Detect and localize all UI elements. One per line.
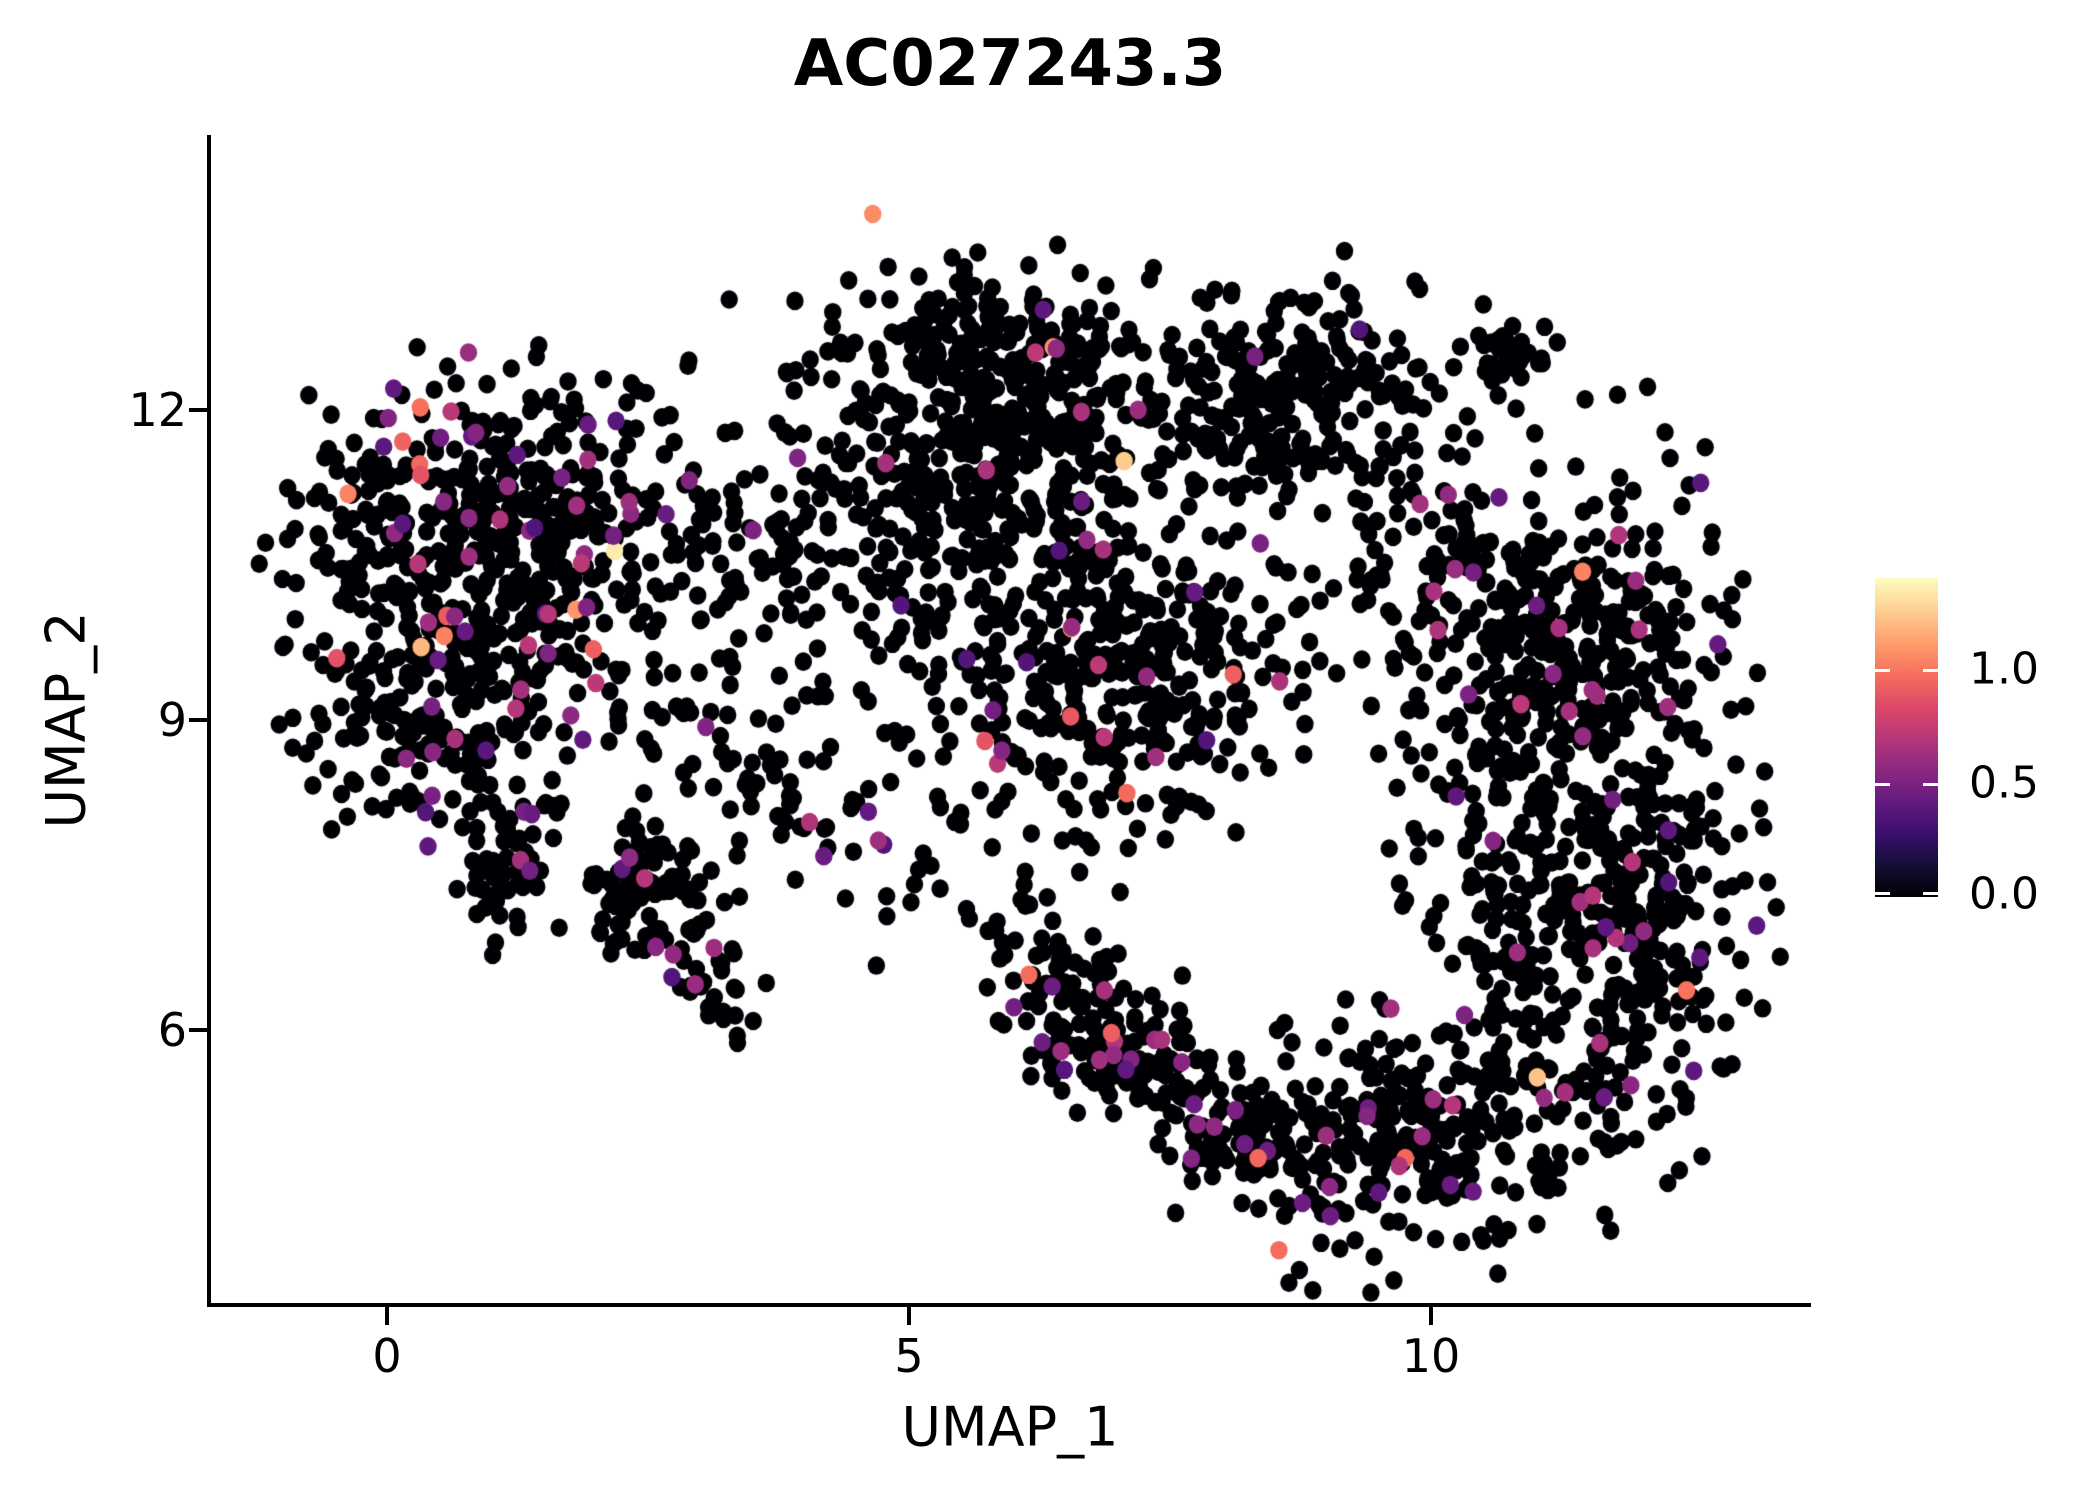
x-tick-mark-0 — [385, 1307, 389, 1325]
x-tick-label-10: 10 — [1401, 1329, 1461, 1383]
y-tick-mark-9 — [189, 718, 207, 722]
colorbar-tick-label-0.0: 0.0 — [1969, 868, 2039, 920]
y-axis-line — [207, 135, 211, 1307]
colorbar-tick-mark — [1923, 892, 1938, 895]
x-tick-label-0: 0 — [372, 1329, 402, 1383]
y-tick-label-9: 9 — [157, 693, 187, 747]
colorbar-tick-mark — [1923, 783, 1938, 787]
chart-title: AC027243.3 — [793, 27, 1227, 101]
y-tick-mark-6 — [189, 1028, 207, 1032]
colorbar-tick-mark — [1875, 669, 1890, 673]
x-tick-mark-10 — [1429, 1307, 1433, 1325]
x-tick-mark-5 — [907, 1307, 911, 1325]
y-tick-label-12: 12 — [128, 383, 187, 437]
colorbar-tick-mark — [1923, 669, 1938, 673]
x-axis-line — [207, 1303, 1811, 1307]
x-tick-label-5: 5 — [894, 1329, 924, 1383]
colorbar-tick-label-1.0: 1.0 — [1969, 643, 2039, 695]
y-tick-mark-12 — [189, 408, 207, 412]
colorbar-tick-mark — [1875, 783, 1890, 787]
y-tick-label-6: 6 — [157, 1003, 187, 1057]
colorbar-tick-mark — [1875, 892, 1890, 895]
colorbar-gradient — [1875, 578, 1938, 897]
colorbar-tick-label-0.5: 0.5 — [1969, 757, 2039, 809]
x-axis-title: UMAP_1 — [901, 1395, 1119, 1459]
y-axis-title: UMAP_2 — [34, 611, 98, 829]
scatter-canvas — [210, 135, 1810, 1305]
